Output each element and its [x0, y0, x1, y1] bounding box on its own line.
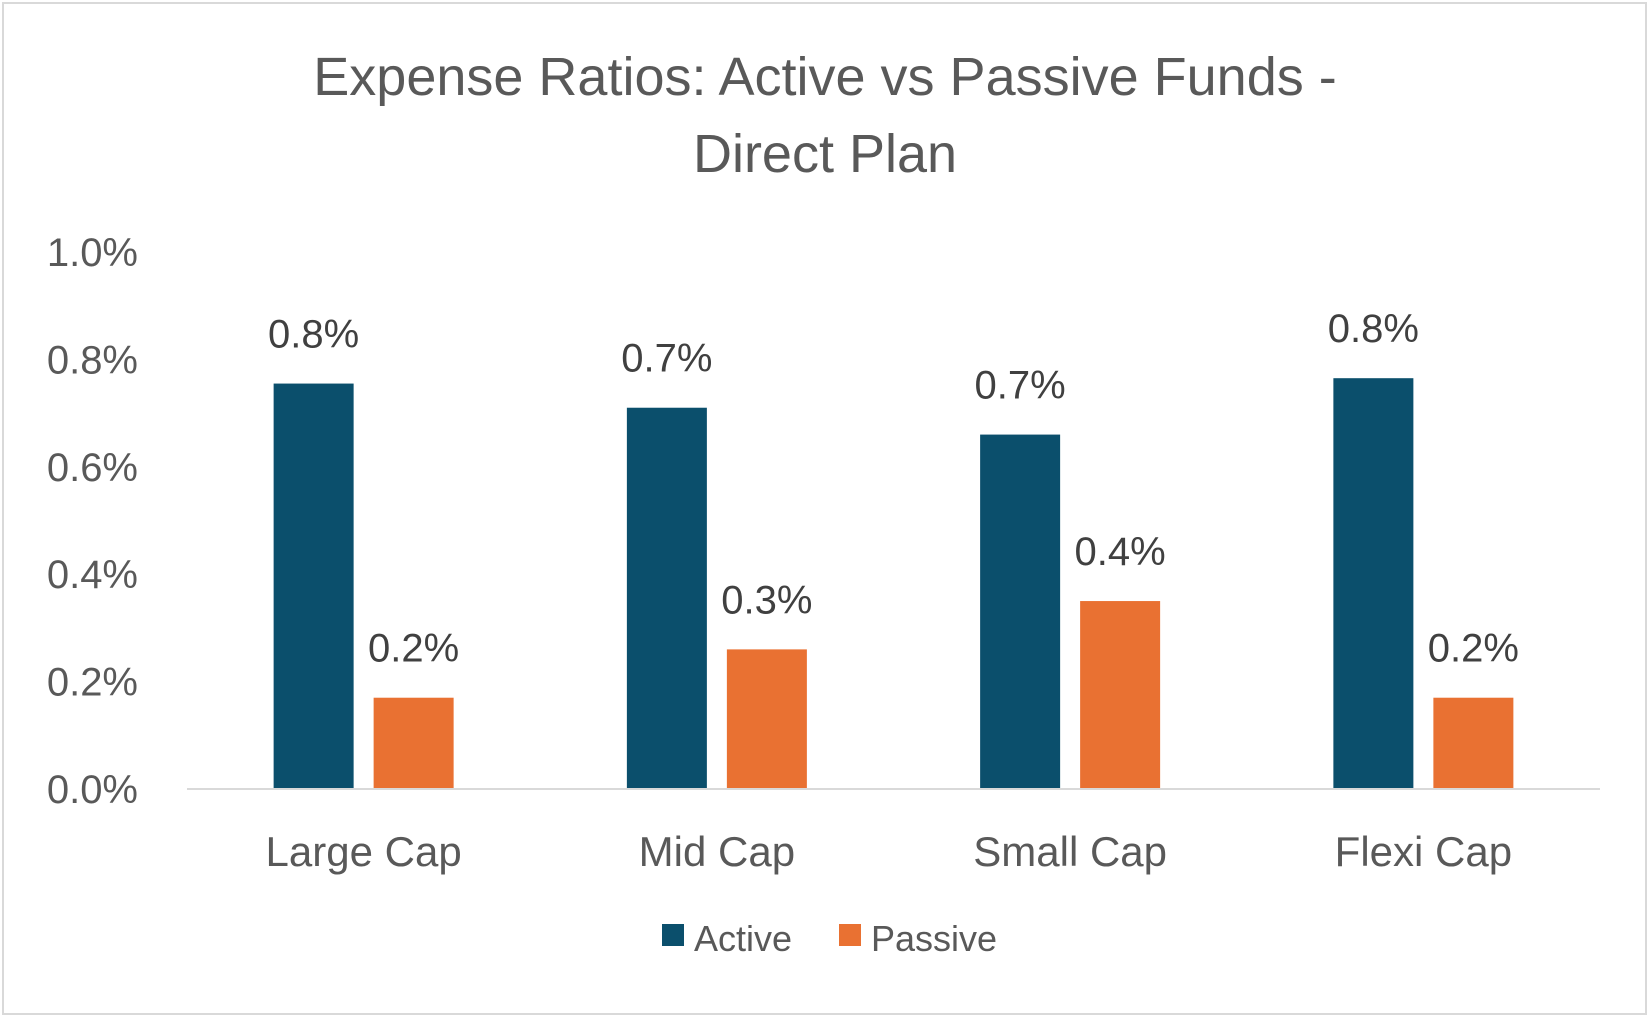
- data-labels: 0.8% 0.2% 0.7% 0.3% 0.7% 0.4% 0.8% 0.2%: [268, 307, 1519, 671]
- y-tick-label: 1.0%: [47, 231, 138, 275]
- legend-swatch-passive: [839, 924, 861, 946]
- bar-passive-flexi-cap: [1433, 697, 1514, 789]
- y-tick-label: 0.4%: [47, 553, 138, 597]
- legend-label-active: Active: [694, 918, 792, 959]
- x-tick-label: Flexi Cap: [1335, 828, 1512, 875]
- data-label: 0.4%: [1075, 530, 1166, 574]
- x-tick-label: Mid Cap: [639, 828, 795, 875]
- data-label: 0.2%: [368, 627, 459, 671]
- bar-active-large-cap: [273, 383, 354, 789]
- bar-active-mid-cap: [626, 407, 707, 789]
- bar-passive-large-cap: [373, 697, 454, 789]
- legend: Active Passive: [662, 918, 997, 959]
- chart-title: Expense Ratios: Active vs Passive Funds …: [313, 47, 1336, 184]
- data-label: 0.7%: [621, 337, 712, 381]
- data-label: 0.8%: [268, 313, 359, 357]
- chart-title-line-1: Expense Ratios: Active vs Passive Funds …: [313, 47, 1336, 107]
- y-tick-label: 0.6%: [47, 446, 138, 490]
- data-label: 0.8%: [1328, 307, 1419, 351]
- bar-series: [273, 378, 1514, 789]
- x-tick-label: Large Cap: [266, 828, 462, 875]
- bar-passive-mid-cap: [726, 649, 807, 789]
- legend-swatch-active: [662, 924, 684, 946]
- y-axis: 0.0% 0.2% 0.4% 0.6% 0.8% 1.0%: [47, 231, 138, 812]
- data-label: 0.3%: [721, 578, 812, 622]
- bar-active-flexi-cap: [1333, 378, 1414, 789]
- y-tick-label: 0.2%: [47, 661, 138, 705]
- data-label: 0.2%: [1428, 627, 1519, 671]
- y-tick-label: 0.0%: [47, 768, 138, 812]
- x-tick-label: Small Cap: [973, 828, 1167, 875]
- chart-title-line-2: Direct Plan: [693, 124, 957, 184]
- bar-active-small-cap: [980, 434, 1061, 789]
- legend-label-passive: Passive: [871, 918, 997, 959]
- data-label: 0.7%: [975, 364, 1066, 408]
- bar-passive-small-cap: [1080, 601, 1161, 789]
- y-tick-label: 0.8%: [47, 338, 138, 382]
- x-axis: Large Cap Mid Cap Small Cap Flexi Cap: [187, 788, 1600, 875]
